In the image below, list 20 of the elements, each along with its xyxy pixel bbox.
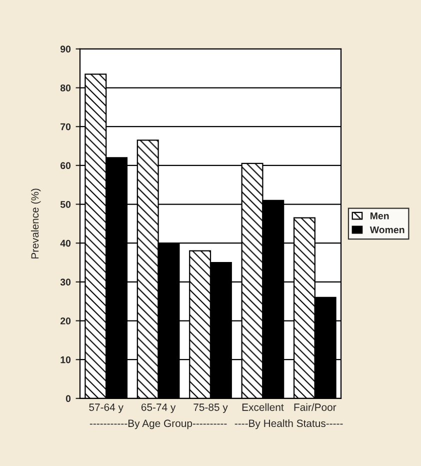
y-tick-label: 40	[60, 240, 71, 247]
text: ----By Health Status-----	[234, 419, 343, 430]
x-tick-label: 75-85 y	[194, 404, 228, 413]
y-tick-label: 20	[60, 317, 71, 324]
legend-label: Women	[370, 226, 404, 234]
legend-label: Men	[370, 212, 389, 220]
y-tick-label: 50	[60, 200, 71, 208]
y-axis-title: Prevalence (%)	[30, 188, 41, 258]
x-tick-label: Fair/Poor	[294, 403, 336, 411]
x-tick-label: 65-74 y	[141, 404, 176, 413]
x-tick-label: Excellent	[242, 403, 284, 411]
y-tick-label: 0	[66, 395, 71, 402]
y-tick-label: 10	[60, 356, 71, 364]
text: -----------By Age Group----------	[90, 420, 227, 430]
x-tick-label: 57-64 y	[89, 404, 124, 413]
y-tick-label: 60	[60, 162, 71, 170]
y-tick-label: 80	[60, 84, 71, 92]
y-tick-label: 90	[60, 46, 71, 53]
y-tick-label: 30	[60, 278, 71, 286]
y-tick-label: 70	[60, 123, 71, 130]
